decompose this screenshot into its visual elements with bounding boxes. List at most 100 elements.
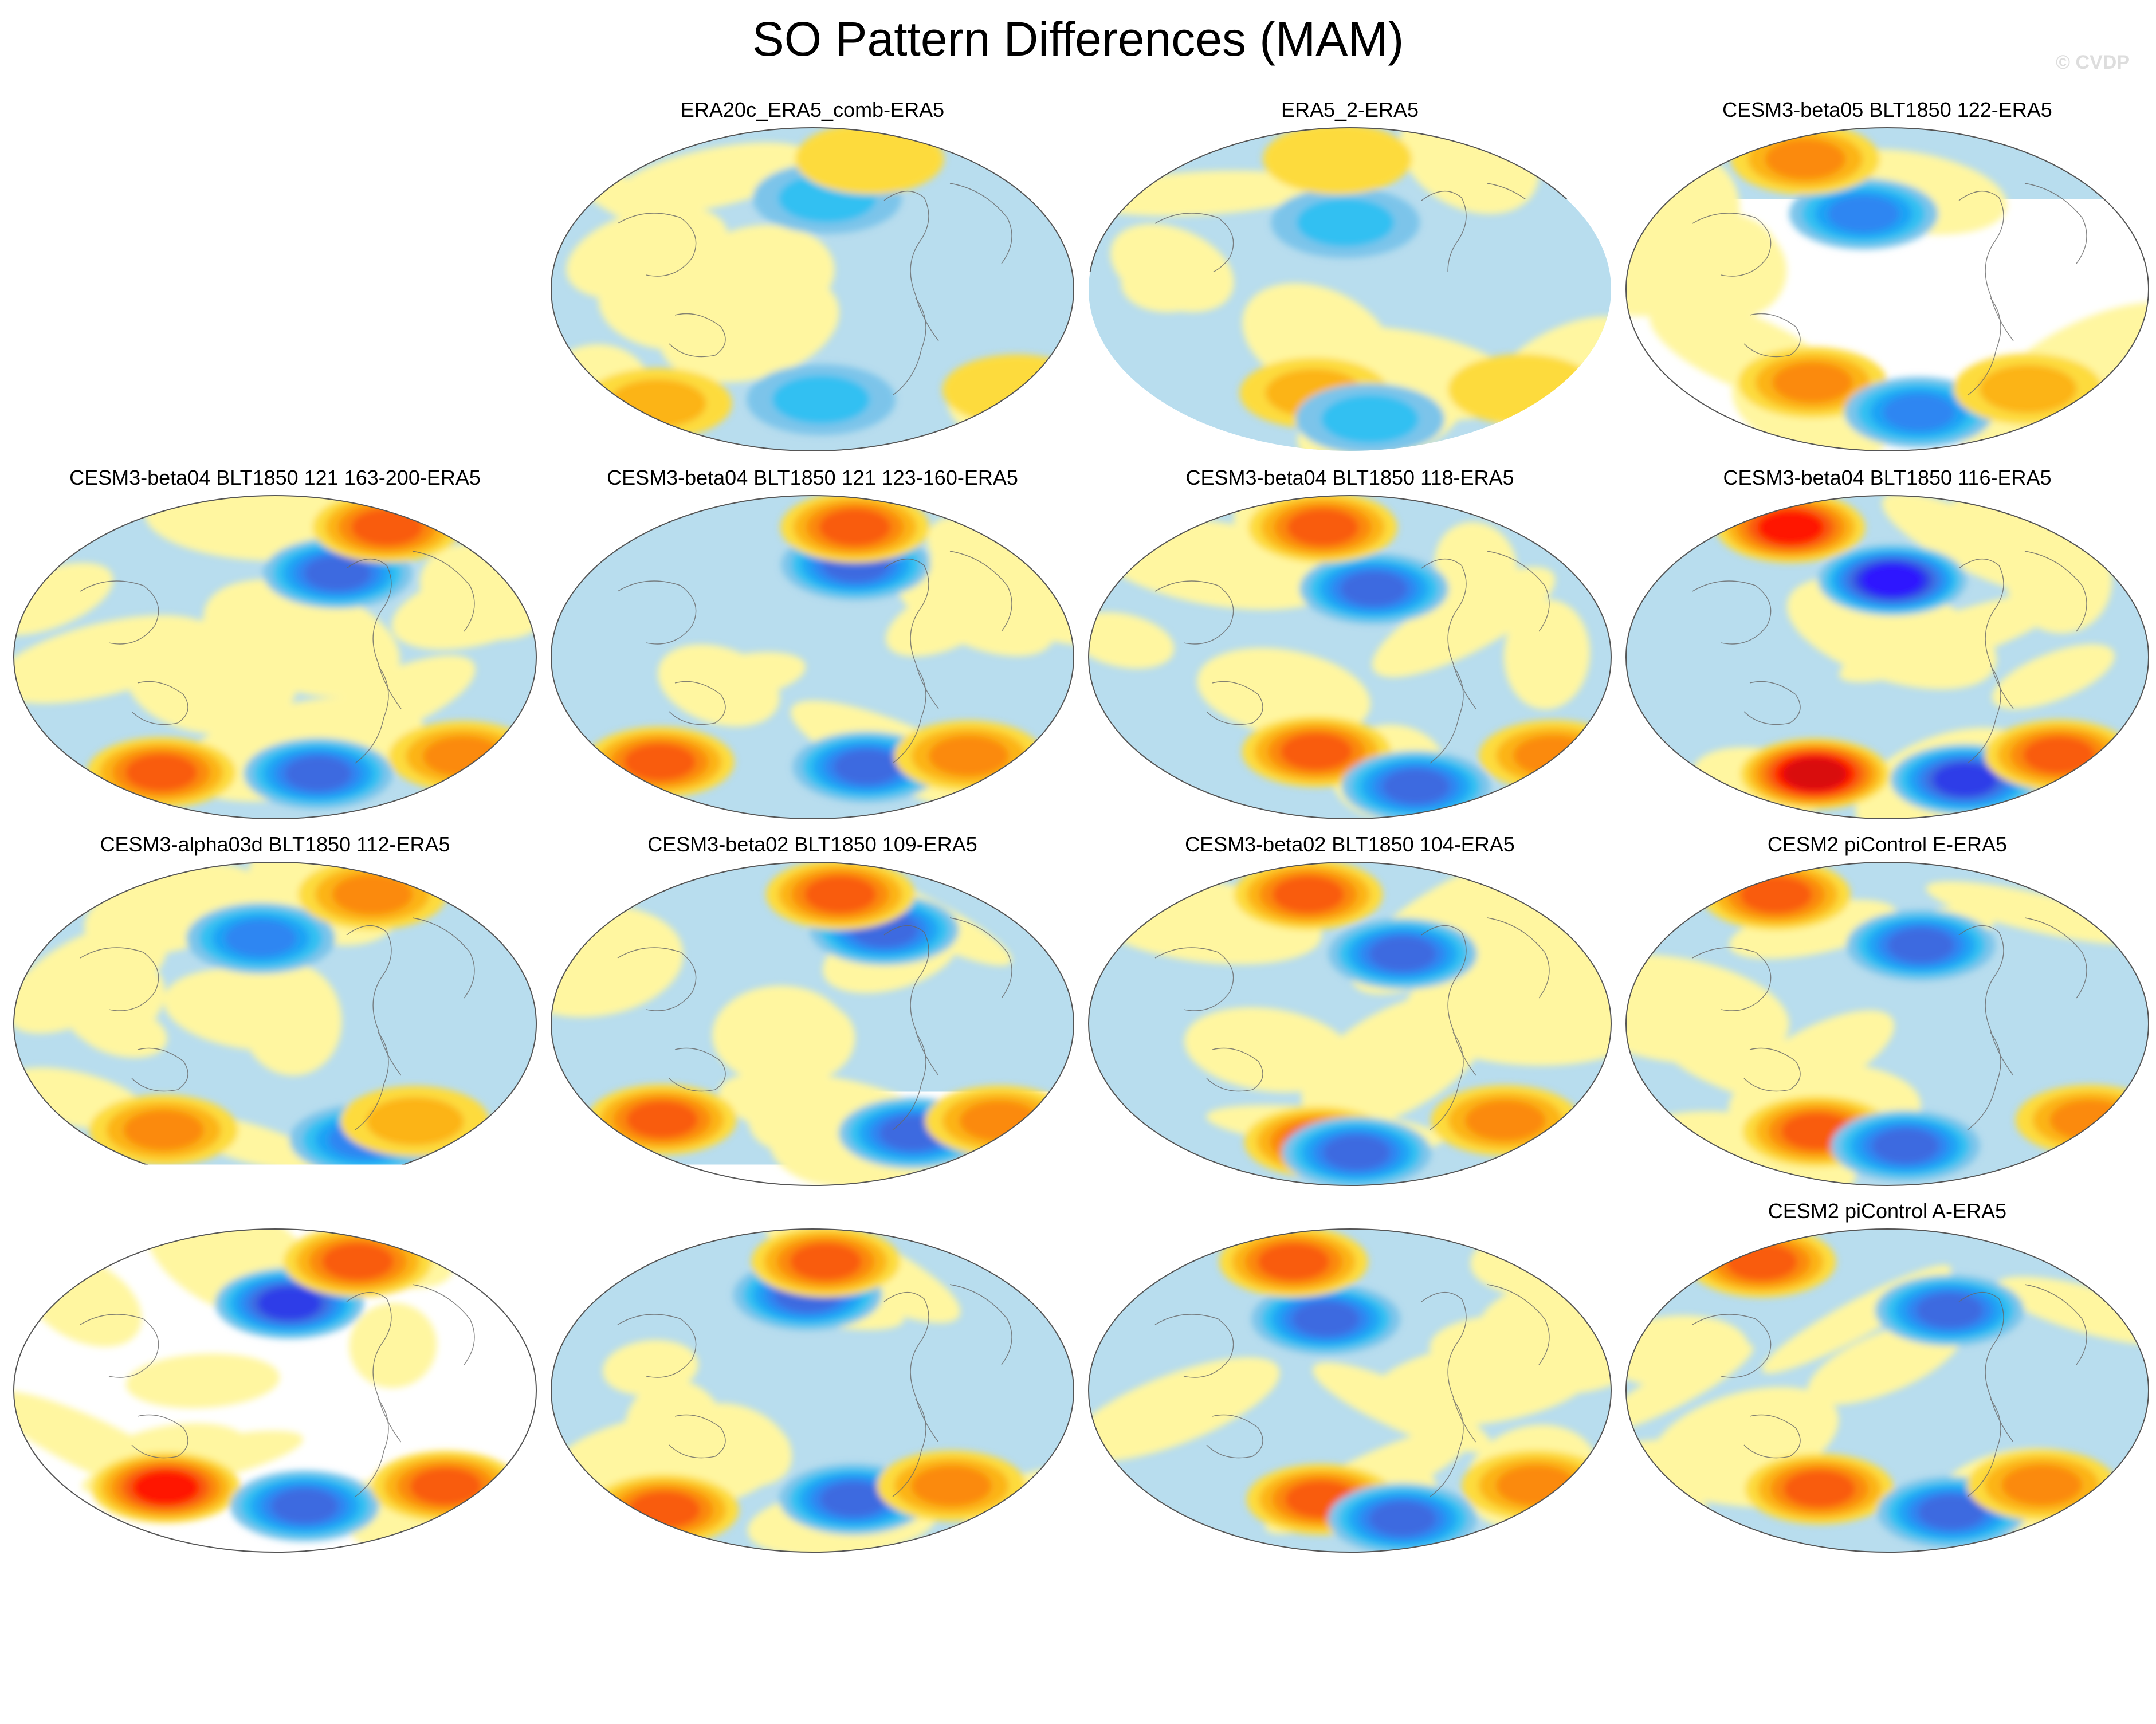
anomaly-contour	[258, 1287, 321, 1319]
anomaly-contour	[629, 1491, 700, 1528]
anomaly-contour	[366, 1097, 464, 1145]
map-svg	[1086, 1227, 1613, 1554]
anomaly-contour	[1273, 876, 1344, 913]
colorbar-tick-label: 2.5	[1440, 1634, 1487, 1674]
colorbar-tick-label: 3	[1531, 1634, 1550, 1674]
panel-title: ERA5_2-ERA5	[1086, 97, 1613, 123]
colorbar-tick-label: 4	[1685, 1634, 1704, 1674]
panel-title: CESM3-beta02 BLT1850 109-ERA5	[549, 832, 1076, 857]
map-svg	[549, 126, 1076, 453]
colorbar-cell	[1309, 1602, 1386, 1635]
anomaly-contour	[133, 1470, 199, 1505]
panel-title: CESM2 piControl D-ERA5	[11, 1199, 539, 1224]
panel-title: CESM2 piControl C-ERA5	[549, 1199, 1076, 1224]
anomaly-contour	[1784, 757, 1847, 790]
anomaly-contour	[1287, 509, 1358, 545]
map-panel: ERA5_2-ERA5	[1086, 97, 1613, 458]
map-panel: ERA20c_ERA5_comb-ERA5	[549, 97, 1076, 458]
anomaly-contour	[1281, 733, 1352, 770]
map-panel: CESM3-beta04 BLT1850 116-ERA5	[1624, 465, 2151, 826]
anomaly-contour	[820, 1482, 887, 1517]
anomaly-contour	[1513, 735, 1593, 776]
anomaly-contour	[285, 756, 351, 791]
anomaly-contour	[1740, 877, 1812, 913]
colorbar-cell	[847, 1602, 924, 1635]
map-svg	[1624, 126, 2151, 453]
colorbar-tick-label: -2	[755, 1634, 786, 1674]
field-patch	[1470, 1229, 1610, 1297]
colorbar-cell	[385, 1602, 462, 1635]
anomaly-contour	[1341, 572, 1407, 606]
anomaly-contour	[1828, 195, 1899, 232]
anomaly-contour	[272, 1489, 338, 1523]
colorbar-cell	[1155, 1602, 1232, 1635]
colorbar-tick-label: 3.5	[1593, 1634, 1641, 1674]
colorbar	[385, 1601, 1772, 1637]
anomaly-contour	[624, 744, 696, 780]
map-panel: CESM3-beta05 BLT1850 122-ERA5	[1624, 97, 2151, 458]
anomaly-contour	[1883, 394, 1955, 431]
map-panel: CESM3-beta04 BLT1850 121 123-160-ERA5	[549, 465, 1076, 826]
panel-title: CESM3-beta04 BLT1850 118-ERA5	[1086, 465, 1613, 490]
map-panel: CESM3-alpha03d BLT1850 112-ERA5	[11, 832, 539, 1193]
colorbar-tick-label: 2	[1377, 1634, 1396, 1674]
anomaly-contour	[1383, 769, 1449, 804]
colorbar-cell	[1078, 1602, 1155, 1635]
anomaly-contour	[332, 874, 413, 915]
anomaly-contour	[1465, 1100, 1545, 1141]
colorbar-tick-label: 0	[1069, 1634, 1087, 1674]
colorbar-cell	[1695, 1602, 1772, 1635]
anomaly-contour	[1862, 564, 1923, 596]
anomaly-contour	[1293, 1302, 1359, 1336]
colorbar-tick-label: -0.5	[972, 1634, 1031, 1674]
anomaly-contour	[2002, 1465, 2082, 1506]
anomaly-contour	[225, 920, 297, 957]
map-panel: CESM3-beta04 BLT1850 121 163-200-ERA5	[11, 465, 539, 826]
anomaly-contour	[124, 1110, 204, 1150]
anomaly-contour	[1321, 395, 1419, 443]
anomaly-contour	[1917, 1293, 1983, 1328]
colorbar-cell	[1463, 1602, 1540, 1635]
map-panel: CESM2 piControl C-ERA5	[549, 1199, 1076, 1560]
map-svg	[11, 861, 539, 1187]
anomaly-contour	[1297, 198, 1394, 246]
colorbar-tick-label: -3	[601, 1634, 631, 1674]
figure-title: SO Pattern Differences (MAM)	[0, 10, 2156, 68]
anomaly-contour	[2023, 737, 2095, 773]
colorbar-cell	[770, 1602, 847, 1635]
map-svg	[1624, 1227, 2151, 1554]
anomaly-contour	[304, 556, 371, 590]
anomaly-contour	[795, 126, 944, 194]
colorbar-tick-label: 1	[1223, 1634, 1242, 1674]
panel-title: CESM3-beta04 BLT1850 121 163-200-ERA5	[11, 465, 539, 490]
panel-title: CESM2 piControl B-ERA5	[1086, 1199, 1613, 1224]
anomaly-contour	[1888, 928, 1954, 963]
map-panel: CESM2 piControl B-ERA5	[1086, 1199, 1613, 1560]
colorbar-tick-label: -4	[447, 1634, 477, 1674]
anomaly-contour	[1872, 1129, 1939, 1163]
map-panel: CESM3-beta02 BLT1850 109-ERA5	[549, 832, 1076, 1193]
anomaly-contour	[1258, 1243, 1329, 1280]
anomaly-contour	[423, 736, 503, 777]
anomaly-contour	[322, 1243, 394, 1280]
panel-title: CESM3-beta04 BLT1850 121 123-160-ERA5	[549, 465, 1076, 490]
colorbar-cell	[1617, 1602, 1694, 1635]
map-svg	[11, 494, 539, 820]
anomaly-contour	[1324, 1136, 1390, 1170]
map-svg	[1624, 494, 2151, 820]
map-panel: CESM2 piControl E-ERA5	[1624, 832, 2151, 1193]
map-panel: CESM3-beta04 BLT1850 118-ERA5	[1086, 465, 1613, 826]
panel-title: ERA20c_ERA5_comb-ERA5	[549, 97, 1076, 123]
colorbar-tick-labels: -4 -3.5 -3 -2.5 -2 -1.5 -1 -0.5 0 0.5 1 1.5 2 2.5 3 3.5…	[0, 1634, 2156, 1674]
colorbar-cell	[693, 1602, 770, 1635]
anomaly-contour	[1369, 937, 1436, 971]
colorbar-tick-label: -1.5	[818, 1634, 877, 1674]
colorbar-cell	[924, 1602, 1001, 1635]
anomaly-contour	[1773, 362, 1853, 403]
panel-title: CESM2 piControl E-ERA5	[1624, 832, 2151, 857]
anomaly-contour	[609, 379, 706, 427]
map-svg	[1086, 126, 1613, 453]
colorbar-cell	[1002, 1602, 1078, 1635]
map-svg	[1086, 861, 1613, 1187]
anomaly-contour	[790, 1243, 862, 1280]
